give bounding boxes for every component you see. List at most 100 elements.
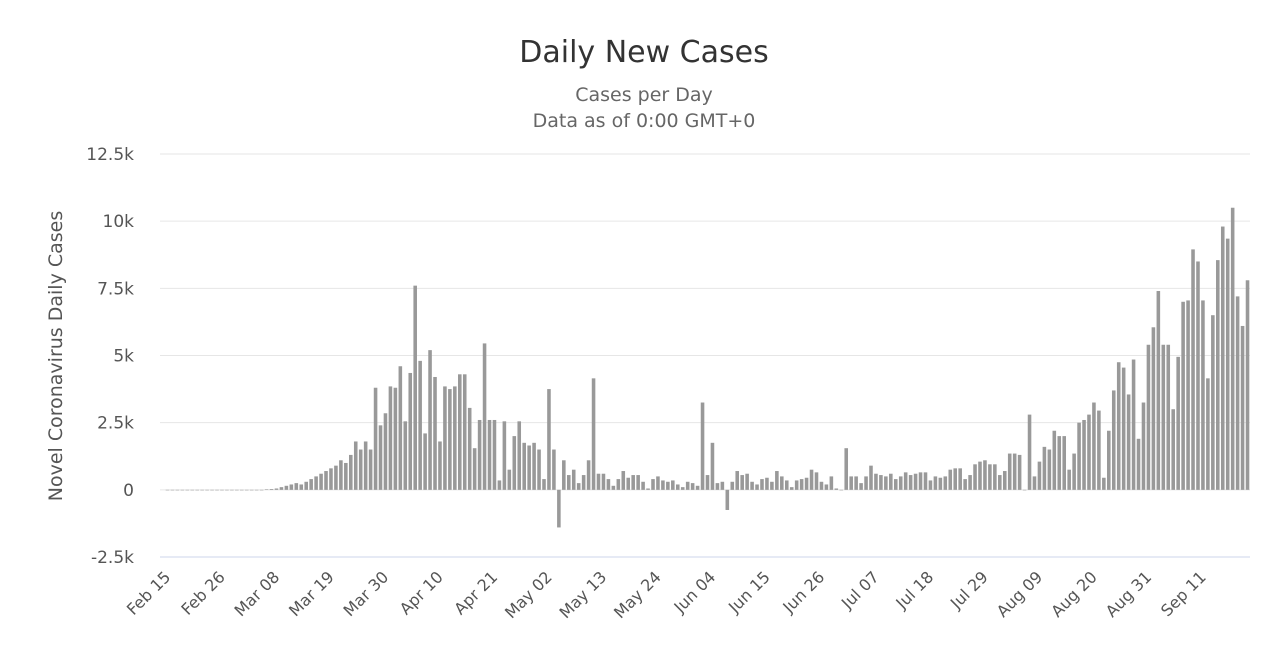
- bar[interactable]: [908, 475, 913, 490]
- bar[interactable]: [319, 473, 323, 490]
- bar[interactable]: [314, 476, 318, 490]
- bar[interactable]: [1156, 291, 1161, 490]
- bar[interactable]: [963, 479, 967, 490]
- bar[interactable]: [1240, 325, 1245, 490]
- bar[interactable]: [720, 481, 725, 490]
- bar[interactable]: [428, 350, 432, 490]
- bar[interactable]: [1230, 207, 1235, 490]
- bar[interactable]: [616, 479, 621, 490]
- bar[interactable]: [249, 489, 254, 491]
- bar[interactable]: [988, 464, 992, 490]
- bar[interactable]: [775, 471, 779, 490]
- bar[interactable]: [740, 475, 744, 490]
- bar[interactable]: [571, 469, 576, 490]
- bar[interactable]: [1057, 436, 1062, 490]
- bar[interactable]: [730, 481, 735, 490]
- bar[interactable]: [453, 386, 457, 490]
- bar[interactable]: [760, 479, 764, 490]
- bar[interactable]: [1181, 301, 1185, 490]
- bar[interactable]: [279, 487, 284, 490]
- bar[interactable]: [413, 285, 417, 490]
- bar[interactable]: [839, 489, 844, 491]
- bar[interactable]: [334, 465, 338, 490]
- bar[interactable]: [1087, 414, 1091, 490]
- bar[interactable]: [948, 469, 953, 490]
- bar[interactable]: [324, 471, 328, 490]
- bar[interactable]: [1176, 356, 1180, 490]
- bar[interactable]: [264, 489, 269, 490]
- bar[interactable]: [725, 489, 730, 510]
- bar[interactable]: [1007, 453, 1012, 490]
- bar[interactable]: [943, 476, 948, 490]
- bar[interactable]: [393, 387, 398, 490]
- bar[interactable]: [547, 389, 551, 490]
- bar[interactable]: [884, 476, 888, 490]
- bar[interactable]: [1146, 344, 1151, 490]
- bar[interactable]: [472, 448, 477, 490]
- bar[interactable]: [448, 389, 452, 490]
- bar[interactable]: [507, 469, 512, 490]
- bar[interactable]: [562, 460, 566, 490]
- bar[interactable]: [784, 480, 789, 490]
- bar[interactable]: [235, 489, 239, 491]
- bar[interactable]: [358, 449, 363, 490]
- bar[interactable]: [368, 449, 373, 490]
- bar[interactable]: [299, 484, 304, 490]
- bar[interactable]: [928, 480, 933, 490]
- bar[interactable]: [854, 476, 858, 490]
- bar[interactable]: [497, 480, 502, 490]
- bar[interactable]: [353, 441, 358, 490]
- bar[interactable]: [824, 484, 829, 490]
- bar[interactable]: [373, 387, 378, 490]
- bar[interactable]: [953, 468, 957, 490]
- bar[interactable]: [403, 421, 408, 490]
- bar[interactable]: [993, 464, 997, 490]
- bar[interactable]: [477, 419, 482, 490]
- bar[interactable]: [458, 374, 462, 490]
- bar[interactable]: [606, 479, 611, 490]
- bar[interactable]: [601, 473, 606, 490]
- bar[interactable]: [259, 489, 264, 491]
- bar[interactable]: [770, 481, 774, 490]
- bar[interactable]: [631, 475, 635, 490]
- bar[interactable]: [552, 449, 556, 490]
- bar[interactable]: [933, 476, 938, 490]
- bar[interactable]: [388, 386, 393, 490]
- bar[interactable]: [1082, 419, 1086, 490]
- bar[interactable]: [844, 448, 849, 490]
- bar[interactable]: [666, 481, 670, 490]
- bar[interactable]: [765, 477, 769, 490]
- bar[interactable]: [1032, 476, 1037, 490]
- bar[interactable]: [794, 480, 799, 490]
- bar[interactable]: [1206, 378, 1210, 490]
- bar[interactable]: [487, 419, 492, 490]
- bar[interactable]: [512, 436, 517, 490]
- bar[interactable]: [205, 489, 209, 491]
- bar[interactable]: [705, 475, 710, 490]
- bar[interactable]: [973, 464, 977, 490]
- bar[interactable]: [537, 449, 541, 490]
- bar[interactable]: [661, 480, 665, 490]
- bar[interactable]: [532, 442, 536, 490]
- bar[interactable]: [641, 481, 645, 490]
- bar[interactable]: [849, 476, 853, 490]
- bar[interactable]: [869, 465, 873, 490]
- bar[interactable]: [418, 360, 422, 490]
- bar[interactable]: [1012, 453, 1017, 490]
- bar[interactable]: [423, 433, 427, 490]
- bar[interactable]: [1131, 359, 1136, 490]
- bar[interactable]: [1126, 394, 1131, 490]
- bar[interactable]: [1136, 438, 1141, 490]
- bar[interactable]: [958, 468, 962, 490]
- bar[interactable]: [903, 472, 908, 490]
- bar[interactable]: [581, 475, 586, 490]
- bar[interactable]: [378, 425, 383, 490]
- bar[interactable]: [200, 489, 204, 491]
- bar[interactable]: [998, 475, 1002, 490]
- bar[interactable]: [175, 489, 180, 491]
- bar[interactable]: [864, 476, 868, 490]
- bar[interactable]: [294, 483, 299, 490]
- bar[interactable]: [225, 489, 229, 491]
- bar[interactable]: [254, 489, 259, 491]
- bar[interactable]: [542, 479, 546, 490]
